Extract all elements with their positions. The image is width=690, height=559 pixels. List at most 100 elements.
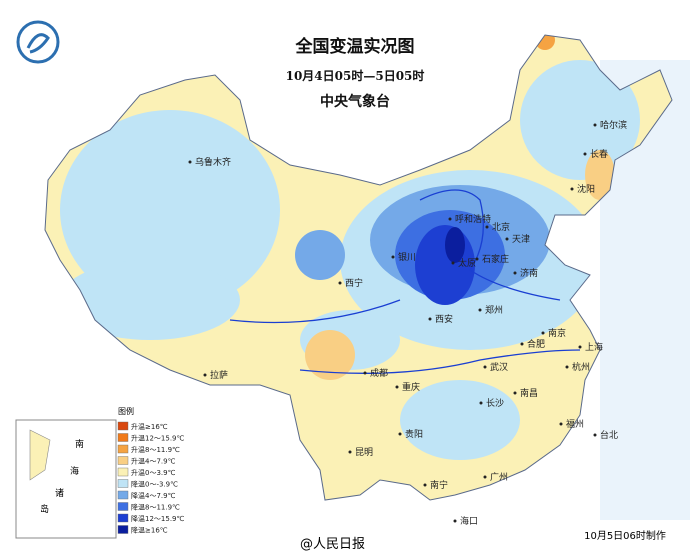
city-dot: [578, 345, 582, 349]
city-label: 石家庄: [482, 253, 509, 265]
city-dot: [398, 432, 402, 436]
legend-swatch: [117, 456, 129, 465]
city-label: 南宁: [430, 479, 448, 491]
city-dot: [559, 422, 563, 426]
city-dot: [479, 401, 483, 405]
legend-label: 降温0～-3.9℃: [131, 480, 178, 489]
legend-swatch: [117, 433, 129, 442]
city-dot: [593, 433, 597, 437]
city-dot: [513, 271, 517, 275]
city-label: 南京: [548, 327, 566, 339]
title: 全国变温实况图: [295, 36, 415, 57]
city-label: 郑州: [485, 304, 503, 316]
city-label: 南昌: [520, 387, 538, 399]
legend-swatch: [117, 479, 129, 488]
city-label: 济南: [520, 267, 538, 279]
logo-mark: [26, 33, 50, 54]
city-label: 乌鲁木齐: [195, 156, 231, 168]
city-label: 北京: [492, 221, 510, 233]
city-label: 长春: [590, 148, 608, 160]
city-dot: [513, 391, 517, 395]
city-dot: [570, 187, 574, 191]
inset-label: 南: [75, 438, 84, 450]
city-dot: [391, 255, 395, 259]
inset-land: [29, 429, 51, 481]
city-label: 福州: [566, 418, 584, 430]
city-label: 银川: [398, 251, 416, 263]
city-dot: [541, 331, 545, 335]
city-dot: [475, 257, 479, 261]
rivers: [229, 189, 581, 374]
city-label: 重庆: [402, 381, 420, 393]
city-dot: [478, 308, 482, 312]
city-dot: [203, 373, 207, 377]
city-label: 台北: [600, 429, 618, 441]
city-dot: [348, 450, 352, 454]
city-dot: [363, 371, 367, 375]
city-dot: [520, 342, 524, 346]
footer-made: 10月5日06时制作: [584, 529, 666, 542]
city-label: 合肥: [527, 338, 545, 350]
legend-swatch: [117, 502, 129, 511]
legend-label: 升温≥16℃: [131, 422, 168, 431]
legend-label: 升温8～11.9℃: [131, 445, 180, 454]
logo: [16, 20, 60, 64]
legend-swatch: [117, 421, 129, 431]
city-label: 上海: [585, 341, 603, 353]
city-label: 太原: [458, 257, 476, 269]
city-dot: [485, 225, 489, 229]
city-dot: [338, 281, 342, 285]
legend-swatch: [117, 467, 129, 477]
city-label: 拉萨: [210, 369, 228, 381]
city-label: 武汉: [490, 361, 508, 373]
city-dot: [565, 365, 569, 369]
legend-label: 升温0～3.9℃: [131, 468, 176, 477]
city-dot: [593, 123, 597, 127]
city-dot: [453, 519, 457, 523]
city-label: 长沙: [486, 397, 504, 409]
city-dot: [395, 385, 399, 389]
inset-label: 岛: [40, 503, 49, 515]
issuer: 中央气象台: [320, 93, 390, 110]
watermark: @人民日报: [300, 537, 365, 552]
city-dot: [505, 237, 509, 241]
city-label: 哈尔滨: [600, 119, 627, 131]
legend-swatch: [117, 513, 129, 523]
legend-title: 图例: [118, 406, 134, 416]
city-dot: [583, 152, 587, 156]
city-label: 沈阳: [577, 183, 595, 195]
city-dot: [428, 317, 432, 321]
city-label: 西安: [435, 313, 453, 325]
legend-label: 降温4～7.9℃: [131, 491, 176, 500]
inset-label: 诸: [55, 488, 64, 499]
city-dot: [188, 160, 192, 164]
city-label: 西宁: [345, 277, 363, 289]
city-dot: [423, 483, 427, 487]
city-label: 海口: [460, 515, 478, 527]
legend-label: 降温8～11.9℃: [131, 503, 180, 512]
inset-label: 海: [70, 465, 79, 477]
legend-swatch: [117, 525, 129, 534]
legend-label: 升温4～7.9℃: [131, 457, 176, 466]
legend-swatch: [117, 490, 129, 500]
legend-label: 降温12～15.9℃: [131, 514, 184, 523]
city-label: 天津: [512, 234, 530, 245]
city-label: 成都: [370, 367, 388, 379]
city-dot: [448, 217, 452, 221]
city-dot: [451, 261, 455, 265]
city-label: 昆明: [355, 447, 373, 458]
city-label: 杭州: [572, 361, 590, 373]
city-dot: [483, 475, 487, 479]
city-label: 广州: [490, 471, 508, 483]
legend: 升温≥16℃ 升温12～15.9℃ 升温8～11.9℃ 升温4～7.9℃ 升温0～3.9…: [117, 421, 184, 535]
city-label: 呼和浩特: [455, 213, 491, 225]
legend-label: 降温≥16℃: [131, 526, 168, 535]
subtitle: 10月4日05时—5日05时: [286, 68, 425, 83]
city-label: 贵阳: [405, 428, 423, 440]
city-dot: [483, 365, 487, 369]
legend-swatch: [117, 444, 129, 454]
